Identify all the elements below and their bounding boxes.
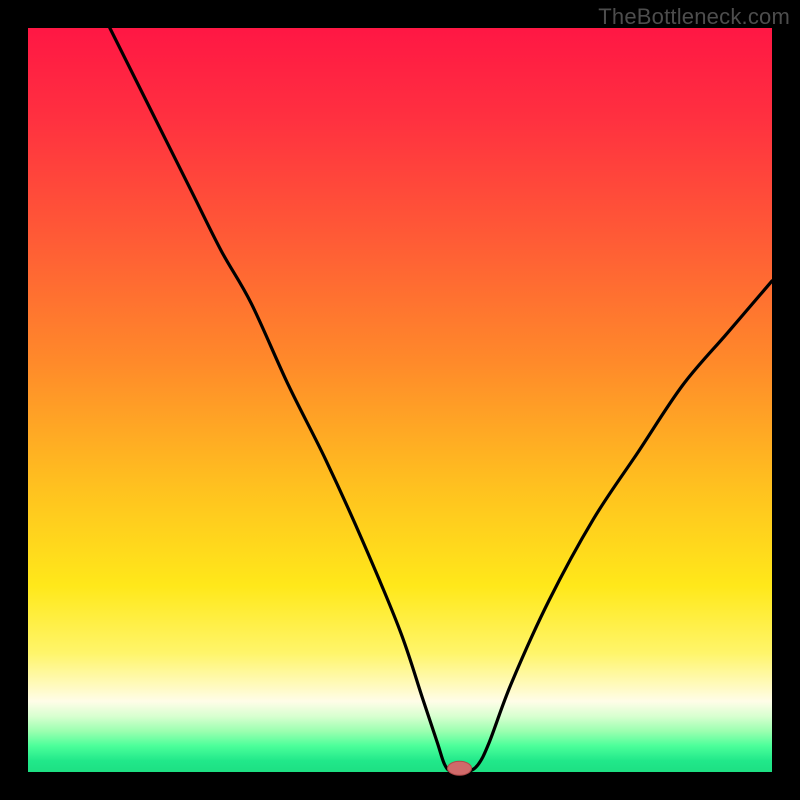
bottleneck-chart — [0, 0, 800, 800]
watermark-text: TheBottleneck.com — [598, 4, 790, 30]
optimal-point-marker — [448, 761, 472, 775]
plot-background — [28, 28, 772, 772]
